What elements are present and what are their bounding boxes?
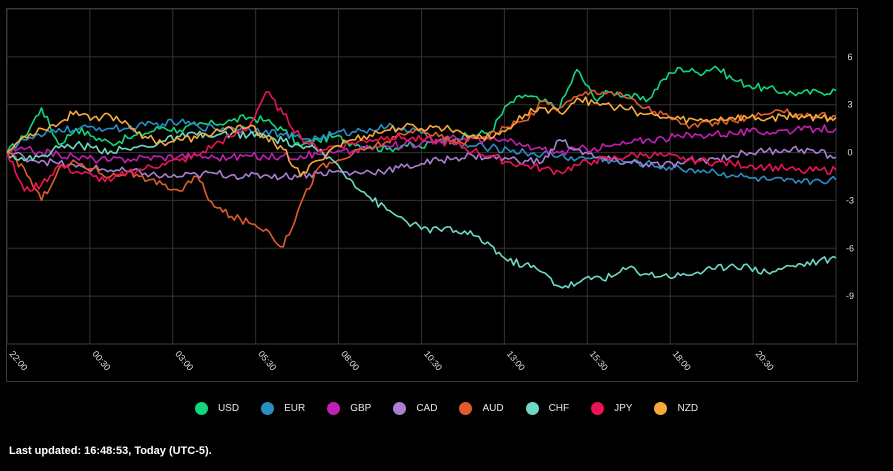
series-line-gbp [7,124,837,164]
series-line-usd [7,65,837,153]
x-tick-label: 05:30 [256,349,278,373]
x-tick-label: 03:00 [173,349,195,373]
last-updated-text: Last updated: 16:48:53, Today (UTC-5). [9,445,212,457]
x-tick-label: 15:30 [588,349,610,373]
series-line-chf [7,130,837,289]
y-tick-label: 6 [847,52,852,62]
legend-item-chf[interactable]: CHF [525,402,570,415]
legend-label: AUD [482,403,504,414]
x-tick-label: 20:30 [754,349,776,373]
legend-swatch [591,402,605,415]
legend-label: NZD [677,403,699,414]
series-line-jpy [7,91,837,192]
y-tick-label: -3 [846,195,854,205]
x-tick-label: 08:00 [339,349,361,373]
legend-swatch [261,402,275,415]
x-tick-label: 10:30 [422,349,444,373]
legend-label: USD [217,403,240,414]
legend-item-usd[interactable]: USD [194,402,240,415]
legend-item-eur[interactable]: EUR [261,402,305,415]
y-tick-label: -6 [846,243,854,253]
legend-item-cad[interactable]: CAD [393,402,437,415]
x-tick-label: 13:00 [505,349,527,373]
legend-item-jpy[interactable]: JPY [591,402,632,415]
legend-swatch [654,402,668,415]
legend-label: GBP [350,403,372,414]
chart-plot: 6 3 0 -3 -6 -9 22:00 00:30 03:00 05:30 08:00 10:30 1… [7,9,857,373]
series-line-eur [7,118,837,186]
y-tick-label: 0 [847,148,852,158]
y-tick-label: 3 [847,100,852,110]
legend-swatch [525,402,539,415]
legend-label: CAD [416,403,438,414]
legend-item-gbp[interactable]: GBP [327,402,371,415]
legend-item-nzd[interactable]: NZD [654,402,698,415]
series-line-nzd [7,96,837,178]
x-tick-label: 22:00 [7,349,29,373]
legend-label: EUR [284,403,306,414]
legend-swatch [194,402,208,415]
chart-legend: USD EUR GBP CAD AUD CHF JPY NZD [0,402,893,415]
legend-swatch [393,402,407,415]
legend-label: JPY [614,403,633,414]
x-tick-label: 18:00 [671,349,693,373]
x-tick-label: 00:30 [90,349,112,373]
chart-frame: 6 3 0 -3 -6 -9 22:00 00:30 03:00 05:30 08:00 10:30 1… [6,8,858,382]
legend-swatch [327,402,341,415]
legend-item-aud[interactable]: AUD [459,402,504,415]
legend-swatch [459,402,473,415]
legend-label: CHF [548,403,570,414]
y-tick-label: -9 [846,291,854,301]
